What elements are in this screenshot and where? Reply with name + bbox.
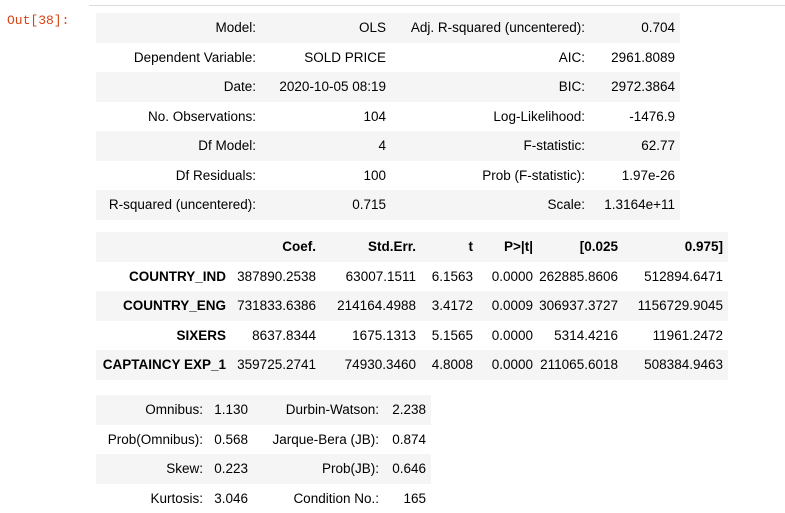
stat-label: Df Residuals: xyxy=(96,161,261,191)
stat-value: 1.97e-26 xyxy=(590,161,680,191)
column-header: [0.025 xyxy=(538,232,623,262)
table-cell: 3.4172 xyxy=(421,291,478,321)
stat-value: 1.130 xyxy=(208,395,253,425)
table-row: Dependent Variable: SOLD PRICE AIC: 2961… xyxy=(96,43,680,73)
stat-value: SOLD PRICE xyxy=(261,43,391,73)
stat-value: 100 xyxy=(261,161,391,191)
stat-value: 0.715 xyxy=(261,190,391,220)
stat-value: 0.223 xyxy=(208,454,253,484)
column-header: P>|t| xyxy=(478,232,538,262)
row-header: COUNTRY_IND xyxy=(96,262,231,292)
diagnostics-table: Omnibus: 1.130 Durbin-Watson: 2.238 Prob… xyxy=(96,395,431,513)
row-header: COUNTRY_ENG xyxy=(96,291,231,321)
table-cell: 214164.4988 xyxy=(321,291,421,321)
stat-value: 0.568 xyxy=(208,425,253,455)
table-row: Prob(Omnibus): 0.568 Jarque-Bera (JB): 0… xyxy=(96,425,431,455)
stat-label: Jarque-Bera (JB): xyxy=(253,425,384,455)
stat-label: Prob(JB): xyxy=(253,454,384,484)
stat-value: 104 xyxy=(261,102,391,132)
table-row: COUNTRY_IND 387890.2538 63007.1511 6.156… xyxy=(96,262,728,292)
table-cell: 0.0009 xyxy=(478,291,538,321)
table-row: R-squared (uncentered): 0.715 Scale: 1.3… xyxy=(96,190,680,220)
output-prompt: Out[38]: xyxy=(7,13,69,28)
column-header: Std.Err. xyxy=(321,232,421,262)
stat-label: Omnibus: xyxy=(96,395,208,425)
table-cell: 211065.6018 xyxy=(538,350,623,380)
table-cell: 731833.6386 xyxy=(231,291,321,321)
stat-label: Adj. R-squared (uncentered): xyxy=(391,13,590,43)
stat-label: Log-Likelihood: xyxy=(391,102,590,132)
table-cell: 6.1563 xyxy=(421,262,478,292)
stat-label: F-statistic: xyxy=(391,131,590,161)
table-cell: 1675.1313 xyxy=(321,321,421,351)
stat-value: 1.3164e+11 xyxy=(590,190,680,220)
table-row: Omnibus: 1.130 Durbin-Watson: 2.238 xyxy=(96,395,431,425)
table-row: Df Model: 4 F-statistic: 62.77 xyxy=(96,131,680,161)
row-header: CAPTAINCY EXP_1 xyxy=(96,350,231,380)
stat-label: BIC: xyxy=(391,72,590,102)
stat-value: -1476.9 xyxy=(590,102,680,132)
stat-value: 2972.3864 xyxy=(590,72,680,102)
stat-label: No. Observations: xyxy=(96,102,261,132)
table-row: Df Residuals: 100 Prob (F-statistic): 1.… xyxy=(96,161,680,191)
stat-label: AIC: xyxy=(391,43,590,73)
stat-value: OLS xyxy=(261,13,391,43)
column-header: t xyxy=(421,232,478,262)
table-row: Model: OLS Adj. R-squared (uncentered): … xyxy=(96,13,680,43)
column-header xyxy=(96,232,231,262)
stat-label: Df Model: xyxy=(96,131,261,161)
stat-value: 4 xyxy=(261,131,391,161)
column-header: Coef. xyxy=(231,232,321,262)
table-cell: 512894.6471 xyxy=(623,262,728,292)
stat-label: Skew: xyxy=(96,454,208,484)
stat-value: 0.704 xyxy=(590,13,680,43)
table-row: CAPTAINCY EXP_1 359725.2741 74930.3460 4… xyxy=(96,350,728,380)
stat-value: 62.77 xyxy=(590,131,680,161)
table-row: Skew: 0.223 Prob(JB): 0.646 xyxy=(96,454,431,484)
table-header-row: Coef. Std.Err. t P>|t| [0.025 0.975] xyxy=(96,232,728,262)
table-cell: 306937.3727 xyxy=(538,291,623,321)
stat-value: 0.874 xyxy=(384,425,431,455)
stat-value: 0.646 xyxy=(384,454,431,484)
stat-label: Prob(Omnibus): xyxy=(96,425,208,455)
output-area-border xyxy=(89,0,785,6)
table-row: Date: 2020-10-05 08:19 BIC: 2972.3864 xyxy=(96,72,680,102)
table-cell: 1156729.9045 xyxy=(623,291,728,321)
table-cell: 5314.4216 xyxy=(538,321,623,351)
stat-label: Date: xyxy=(96,72,261,102)
table-cell: 0.0000 xyxy=(478,350,538,380)
column-header: 0.975] xyxy=(623,232,728,262)
table-cell: 4.8008 xyxy=(421,350,478,380)
table-cell: 8637.8344 xyxy=(231,321,321,351)
stat-label: Prob (F-statistic): xyxy=(391,161,590,191)
stat-label: Durbin-Watson: xyxy=(253,395,384,425)
table-cell: 0.0000 xyxy=(478,321,538,351)
table-cell: 387890.2538 xyxy=(231,262,321,292)
stat-value: 2.238 xyxy=(384,395,431,425)
model-summary-table: Model: OLS Adj. R-squared (uncentered): … xyxy=(96,13,680,220)
coefficient-table: Coef. Std.Err. t P>|t| [0.025 0.975] COU… xyxy=(96,232,728,380)
table-cell: 262885.8606 xyxy=(538,262,623,292)
stat-label: Model: xyxy=(96,13,261,43)
stat-value: 2020-10-05 08:19 xyxy=(261,72,391,102)
table-cell: 508384.9463 xyxy=(623,350,728,380)
table-cell: 359725.2741 xyxy=(231,350,321,380)
stat-label: Dependent Variable: xyxy=(96,43,261,73)
row-header: SIXERS xyxy=(96,321,231,351)
stat-label: Scale: xyxy=(391,190,590,220)
table-cell: 11961.2472 xyxy=(623,321,728,351)
table-cell: 0.0000 xyxy=(478,262,538,292)
table-cell: 74930.3460 xyxy=(321,350,421,380)
table-row: No. Observations: 104 Log-Likelihood: -1… xyxy=(96,102,680,132)
table-row: SIXERS 8637.8344 1675.1313 5.1565 0.0000… xyxy=(96,321,728,351)
table-cell: 63007.1511 xyxy=(321,262,421,292)
stat-value: 2961.8089 xyxy=(590,43,680,73)
stat-label: R-squared (uncentered): xyxy=(96,190,261,220)
table-row: COUNTRY_ENG 731833.6386 214164.4988 3.41… xyxy=(96,291,728,321)
table-cell: 5.1565 xyxy=(421,321,478,351)
